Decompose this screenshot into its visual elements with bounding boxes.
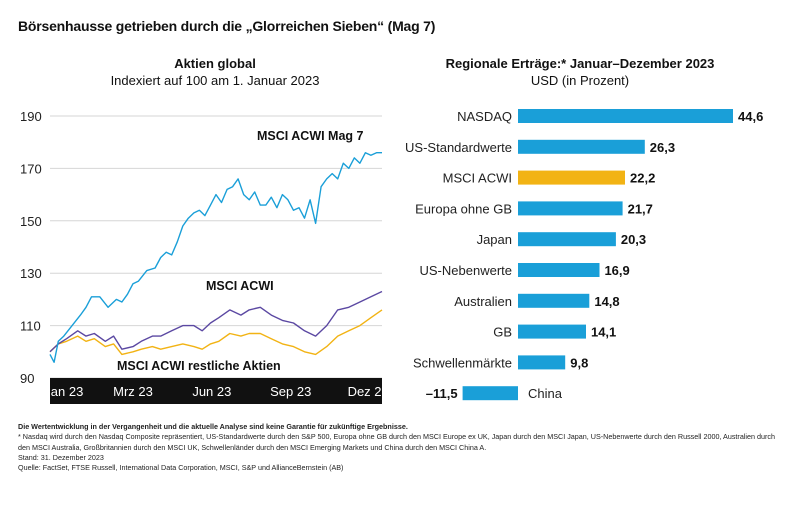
series-line	[49, 290, 383, 353]
bar	[518, 201, 623, 216]
category-label: Schwellenmärkte	[413, 355, 512, 370]
series-label: MSCI ACWI	[206, 279, 274, 293]
series-line	[49, 151, 382, 363]
category-label: Japan	[477, 232, 512, 247]
bar-chart-title: Regionale Erträge:* Januar–Dezember 2023	[445, 56, 715, 71]
category-label: US-Standardwerte	[405, 140, 512, 155]
x-tick-label: Mrz 23	[113, 384, 153, 399]
bar	[462, 386, 518, 401]
series-label: MSCI ACWI Mag 7	[257, 129, 364, 143]
y-tick-label: 90	[20, 371, 34, 386]
main-title: Börsenhausse getrieben durch die „Glorre…	[18, 18, 436, 34]
footer: Die Wertentwicklung in der Vergangenheit…	[18, 422, 778, 473]
series-label: MSCI ACWI restliche Aktien	[117, 359, 281, 373]
x-axis-band	[50, 378, 382, 404]
value-label: –11,5	[426, 386, 458, 401]
category-label: China	[528, 386, 563, 401]
value-label: 9,8	[570, 355, 588, 370]
bar-chart-subtitle: USD (in Prozent)	[530, 73, 630, 88]
value-label: 26,3	[650, 140, 675, 155]
value-label: 14,8	[594, 294, 619, 309]
x-tick-label: Sep 23	[270, 384, 311, 399]
bar	[518, 170, 625, 185]
bar	[518, 324, 586, 339]
y-tick-label: 150	[20, 214, 42, 229]
line-chart: 90 110 130 150 170 190 Jan 23 Mrz 23 Jun 23 Sep 2…	[20, 109, 389, 404]
x-tick-label: Jan 23	[44, 384, 83, 399]
bar	[518, 109, 733, 123]
source-note: Quelle: FactSet, FTSE Russell, Internati…	[18, 463, 344, 473]
bar	[518, 232, 616, 247]
category-label: US-Nebenwerte	[420, 263, 513, 278]
line-chart-title: Aktien global	[174, 56, 256, 71]
bar	[518, 139, 645, 154]
category-label: Australien	[454, 294, 512, 309]
x-tick-label: Dez 23	[348, 384, 389, 399]
y-tick-label: 190	[20, 109, 42, 124]
category-label: Europa ohne GB	[415, 201, 512, 216]
category-label: GB	[493, 325, 512, 340]
y-tick-label: 170	[20, 161, 42, 176]
value-label: 16,9	[604, 263, 629, 278]
value-label: 20,3	[621, 232, 646, 247]
x-tick-label: Jun 23	[192, 384, 231, 399]
value-label: 22,2	[630, 171, 655, 186]
stand-date: Stand: 31. Dezember 2023	[18, 452, 104, 462]
series-line	[49, 309, 383, 356]
category-label: NASDAQ	[457, 109, 512, 124]
value-label: 21,7	[628, 201, 653, 216]
bar	[518, 263, 600, 277]
value-label: 14,1	[591, 325, 616, 340]
bar-chart: NASDAQ 44,6 US-Standardwerte 26,3 MSCI ACWI 2…	[405, 109, 763, 401]
bar	[518, 355, 566, 370]
disclaimer: Die Wertentwicklung in der Vergangenheit…	[18, 422, 408, 431]
footnote: * Nasdaq wird durch den Nasdaq Composite…	[18, 432, 775, 452]
category-label: MSCI ACWI	[443, 171, 512, 186]
y-tick-label: 110	[20, 319, 41, 334]
bar	[518, 293, 590, 308]
y-tick-label: 130	[20, 266, 42, 281]
line-chart-subtitle: Indexiert auf 100 am 1. Januar 2023	[110, 73, 320, 88]
value-label: 44,6	[738, 109, 763, 124]
